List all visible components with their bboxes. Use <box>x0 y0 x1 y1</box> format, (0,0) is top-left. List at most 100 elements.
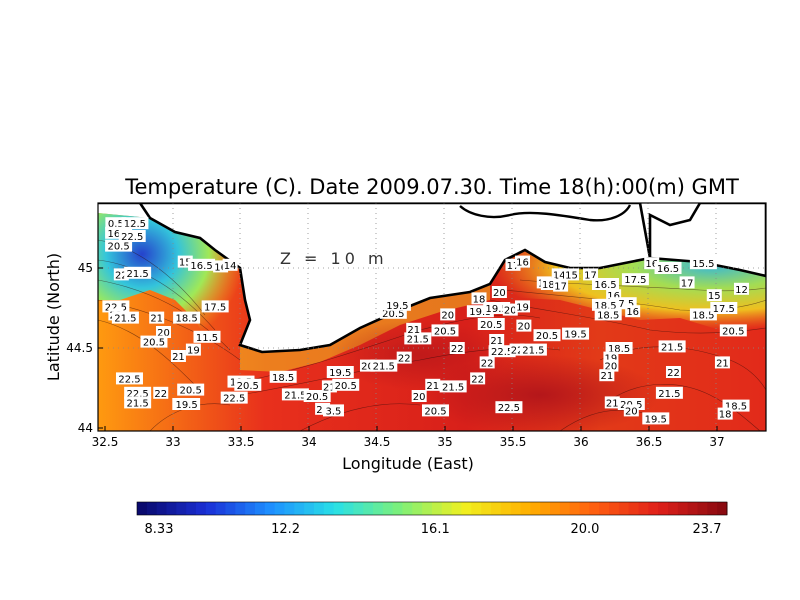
contour-label-box <box>303 390 331 402</box>
contour-label: 18.5 <box>689 308 717 321</box>
contour-label-text: 21.5 <box>127 398 149 409</box>
contour-label: 19.5 <box>173 398 201 411</box>
contour-label-text: 16 <box>626 307 639 318</box>
contour-label-box <box>714 356 730 369</box>
contour-label-text: 21.5 <box>522 346 544 357</box>
contour-label-box <box>562 327 590 340</box>
warm-core-west <box>330 320 510 390</box>
contour-label-box <box>173 398 201 410</box>
colorbar-label: 20.0 <box>570 522 599 537</box>
contour-label: 0.5 <box>105 217 127 230</box>
contour-label: 21.5 <box>658 340 686 353</box>
contour-label-text: 17 <box>507 261 520 272</box>
contour-label-text: 22 <box>511 346 524 357</box>
contour-label-text: 17 <box>681 278 694 289</box>
contour-label: 18.5 <box>173 311 201 325</box>
contour-label: 20.5 <box>533 329 561 342</box>
contour-label-box <box>326 366 354 378</box>
x-tick-label: 33.5 <box>228 435 255 449</box>
contour-label-box <box>124 266 152 279</box>
contour-label: 20 <box>491 286 507 299</box>
contour-label-text: 11.5 <box>196 333 218 344</box>
contour-label: 21 <box>599 369 615 382</box>
contour-label-box <box>591 278 619 290</box>
contour-label: 16 <box>515 255 531 269</box>
colorbar-cell <box>353 502 364 515</box>
x-tick-label: 34 <box>301 435 316 449</box>
contour-label-text: 16 <box>645 259 658 270</box>
contour-label: 22 <box>153 386 169 400</box>
contour-label: 21.5 <box>124 396 152 409</box>
contour-label-text: 3.5 <box>326 406 342 417</box>
contour-label-text: 22.5 <box>118 374 140 385</box>
colorbar-cell <box>196 502 207 515</box>
contour-label-text: 18.5 <box>608 344 630 355</box>
contour-label-text: 16 <box>516 258 529 269</box>
contour-label-box <box>406 322 422 335</box>
contour-label-text: 22 <box>451 344 464 355</box>
contour-label-box <box>591 298 619 311</box>
kerch-land <box>648 203 766 278</box>
contour-label-text: 20.5 <box>237 381 259 392</box>
kerch-strait-line <box>459 204 632 222</box>
colorbar-cell <box>589 502 600 515</box>
contour-label-text: 20 <box>493 288 506 299</box>
contour-label: 22.5 <box>220 391 248 405</box>
colorbar-label: 23.7 <box>693 522 722 537</box>
colorbar: 8.33 12.2 16.1 20.0 23.7 <box>136 501 728 537</box>
contour-label-box <box>449 342 465 354</box>
contour-label-box <box>706 289 722 302</box>
x-tick-label: 34.5 <box>364 435 391 449</box>
contour-label-box <box>665 366 681 378</box>
contour-label-box <box>495 401 523 414</box>
x-tick-label: 36 <box>573 435 588 449</box>
contour-label: 15 <box>706 289 722 302</box>
colorbar-cell <box>382 502 394 515</box>
contour-label-text: 21 <box>407 325 420 336</box>
colorbar-cell <box>304 502 315 515</box>
x-tick-label: 35.5 <box>500 435 527 449</box>
contour-label-text: 22.5 <box>491 347 513 358</box>
contour-label-text: 16.5 <box>594 280 616 291</box>
contour-label-text: 21.5 <box>661 342 683 353</box>
contour-label: 21 <box>489 334 505 347</box>
y-axis: 44 44.5 45 <box>66 261 103 435</box>
colorbar-cell <box>284 502 295 515</box>
contour-label-text: 18.5 <box>272 373 294 384</box>
contour-label-box <box>551 268 567 281</box>
contour-label: 22.5 <box>118 230 146 243</box>
contour-label-text: 18 <box>473 294 486 305</box>
contour-label-box <box>717 407 733 420</box>
contour-label: 19 <box>515 300 531 313</box>
contour-label-text: 20.5 <box>306 392 328 403</box>
contour-label: 20 <box>502 303 518 317</box>
contour-label-text: 21.5 <box>658 389 680 400</box>
contour-label-box <box>605 342 633 354</box>
contour-label-box <box>220 391 248 404</box>
x-tick-label: 35 <box>437 435 452 449</box>
contour-label: 15.5 <box>689 257 717 270</box>
contour-label: 16.5 <box>591 278 619 291</box>
contour-label: 18 <box>717 407 733 421</box>
colorbar-cell <box>333 502 344 515</box>
contour-label: 17.5 <box>710 302 738 315</box>
colorbar-cell <box>668 502 679 515</box>
contour-label-box <box>540 278 556 290</box>
contour-label-text: 16.5 <box>107 229 129 240</box>
contour-label: 21.5 <box>111 311 139 325</box>
contour-label-box <box>689 257 717 270</box>
contour-label-box <box>201 300 229 313</box>
contour-label-text: 17 <box>584 270 597 281</box>
contour-label: 21.5 <box>404 332 432 345</box>
colorbar-cell <box>412 502 423 515</box>
contour-label-text: 21.5 <box>373 362 395 373</box>
contour-label-box <box>440 308 456 321</box>
contour-label-box <box>471 292 487 305</box>
contour-label-text: 22 <box>471 374 484 385</box>
colorbar-cell <box>540 502 551 515</box>
colorbar-label: 16.1 <box>421 522 450 537</box>
contour-label: 20 <box>411 390 427 403</box>
contour-label-text: 18.5 <box>725 402 747 413</box>
contour-label-text: 19.5 <box>469 307 491 318</box>
contour-label-text: 19.5 <box>486 304 508 315</box>
